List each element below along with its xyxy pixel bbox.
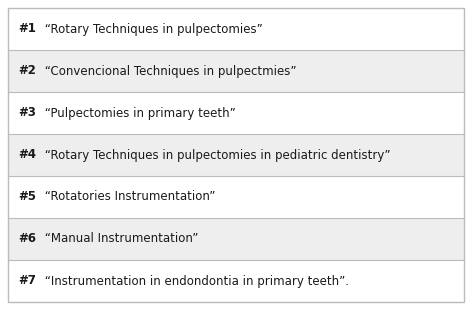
Text: #1: #1	[18, 23, 36, 36]
Text: #4: #4	[18, 148, 36, 162]
Text: “Rotatories Instrumentation”: “Rotatories Instrumentation”	[41, 191, 216, 203]
Bar	[8, 50, 464, 92]
Text: #3: #3	[18, 107, 36, 119]
Text: “Rotary Techniques in pulpectomies”: “Rotary Techniques in pulpectomies”	[41, 23, 263, 36]
Bar	[8, 260, 464, 302]
Bar	[8, 218, 464, 260]
Text: “Rotary Techniques in pulpectomies in pediatric dentistry”: “Rotary Techniques in pulpectomies in pe…	[41, 148, 391, 162]
Text: “Instrumentation in endondontia in primary teeth”.: “Instrumentation in endondontia in prima…	[41, 274, 349, 287]
Text: “Convencional Techniques in pulpectmies”: “Convencional Techniques in pulpectmies”	[41, 64, 296, 78]
Text: #2: #2	[18, 64, 36, 78]
Text: #6: #6	[18, 232, 36, 246]
Text: “Manual Instrumentation”: “Manual Instrumentation”	[41, 232, 199, 246]
Bar	[8, 92, 464, 134]
Text: #7: #7	[18, 274, 36, 287]
Bar	[8, 134, 464, 176]
Bar	[8, 176, 464, 218]
Text: #5: #5	[18, 191, 36, 203]
Text: “Pulpectomies in primary teeth”: “Pulpectomies in primary teeth”	[41, 107, 236, 119]
Bar	[8, 8, 464, 50]
